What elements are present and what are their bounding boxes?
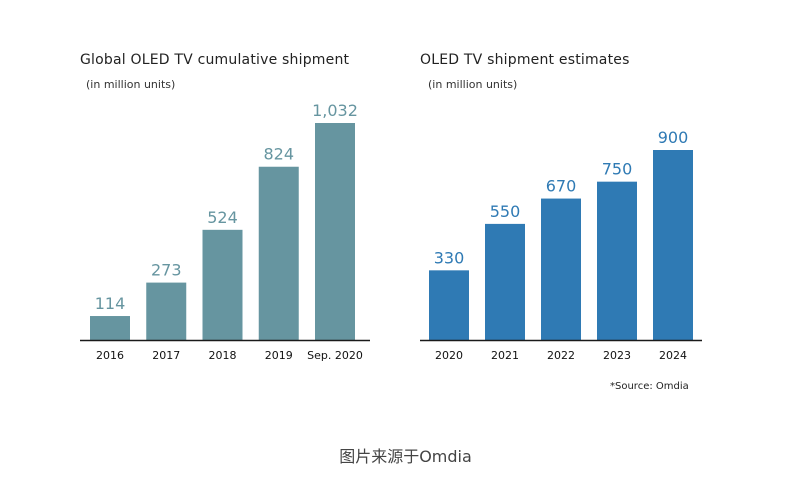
image-caption: 图片来源于Omdia — [339, 447, 472, 466]
tick-label-estimates-0: 2020 — [435, 349, 463, 362]
tick-label-estimates-4: 2024 — [659, 349, 687, 362]
bar-cumulative-2 — [202, 229, 243, 340]
value-label-cumulative-3: 824 — [263, 145, 294, 164]
tick-label-estimates-2: 2022 — [547, 349, 575, 362]
chart-subtitle-estimates: (in million units) — [428, 78, 518, 91]
tick-label-estimates-1: 2021 — [491, 349, 519, 362]
bar-cumulative-1 — [146, 282, 187, 340]
source-note: *Source: Omdia — [610, 381, 689, 392]
tick-label-cumulative-1: 2017 — [152, 349, 180, 362]
tick-label-cumulative-2: 2018 — [209, 349, 237, 362]
tick-label-cumulative-0: 2016 — [96, 349, 124, 362]
tick-label-cumulative-4: Sep. 2020 — [307, 349, 363, 362]
value-label-estimates-2: 670 — [546, 177, 577, 196]
value-label-cumulative-1: 273 — [151, 261, 182, 280]
bar-cumulative-3 — [258, 166, 299, 340]
chart-title-cumulative: Global OLED TV cumulative shipment — [80, 52, 350, 68]
value-label-estimates-3: 750 — [602, 160, 633, 179]
value-label-cumulative-2: 524 — [207, 208, 238, 227]
bar-estimates-3 — [597, 181, 637, 340]
value-label-estimates-1: 550 — [490, 202, 521, 221]
bar-estimates-2 — [541, 198, 581, 340]
value-label-cumulative-0: 114 — [95, 294, 126, 313]
tick-label-cumulative-3: 2019 — [265, 349, 293, 362]
figure: Global OLED TV cumulative shipment (in m… — [80, 52, 702, 392]
bar-cumulative-0 — [90, 316, 130, 340]
bar-chart-estimates: 330 2020 550 2021 670 2022 750 2023 900 2024 — [420, 128, 702, 362]
value-label-estimates-4: 900 — [658, 128, 689, 147]
bar-estimates-1 — [485, 223, 525, 340]
bar-estimates-0 — [429, 270, 469, 340]
chart-subtitle-cumulative: (in million units) — [86, 78, 176, 91]
bar-estimates-4 — [653, 150, 693, 340]
tick-label-estimates-3: 2023 — [603, 349, 631, 362]
value-label-estimates-0: 330 — [434, 248, 465, 267]
bar-chart-cumulative: 114 2016 273 2017 524 2018 824 2019 1,032 Sep. 20… — [80, 101, 370, 362]
chart-title-estimates: OLED TV shipment estimates — [420, 52, 630, 68]
bar-cumulative-4 — [315, 123, 355, 340]
value-label-cumulative-4: 1,032 — [312, 101, 358, 120]
